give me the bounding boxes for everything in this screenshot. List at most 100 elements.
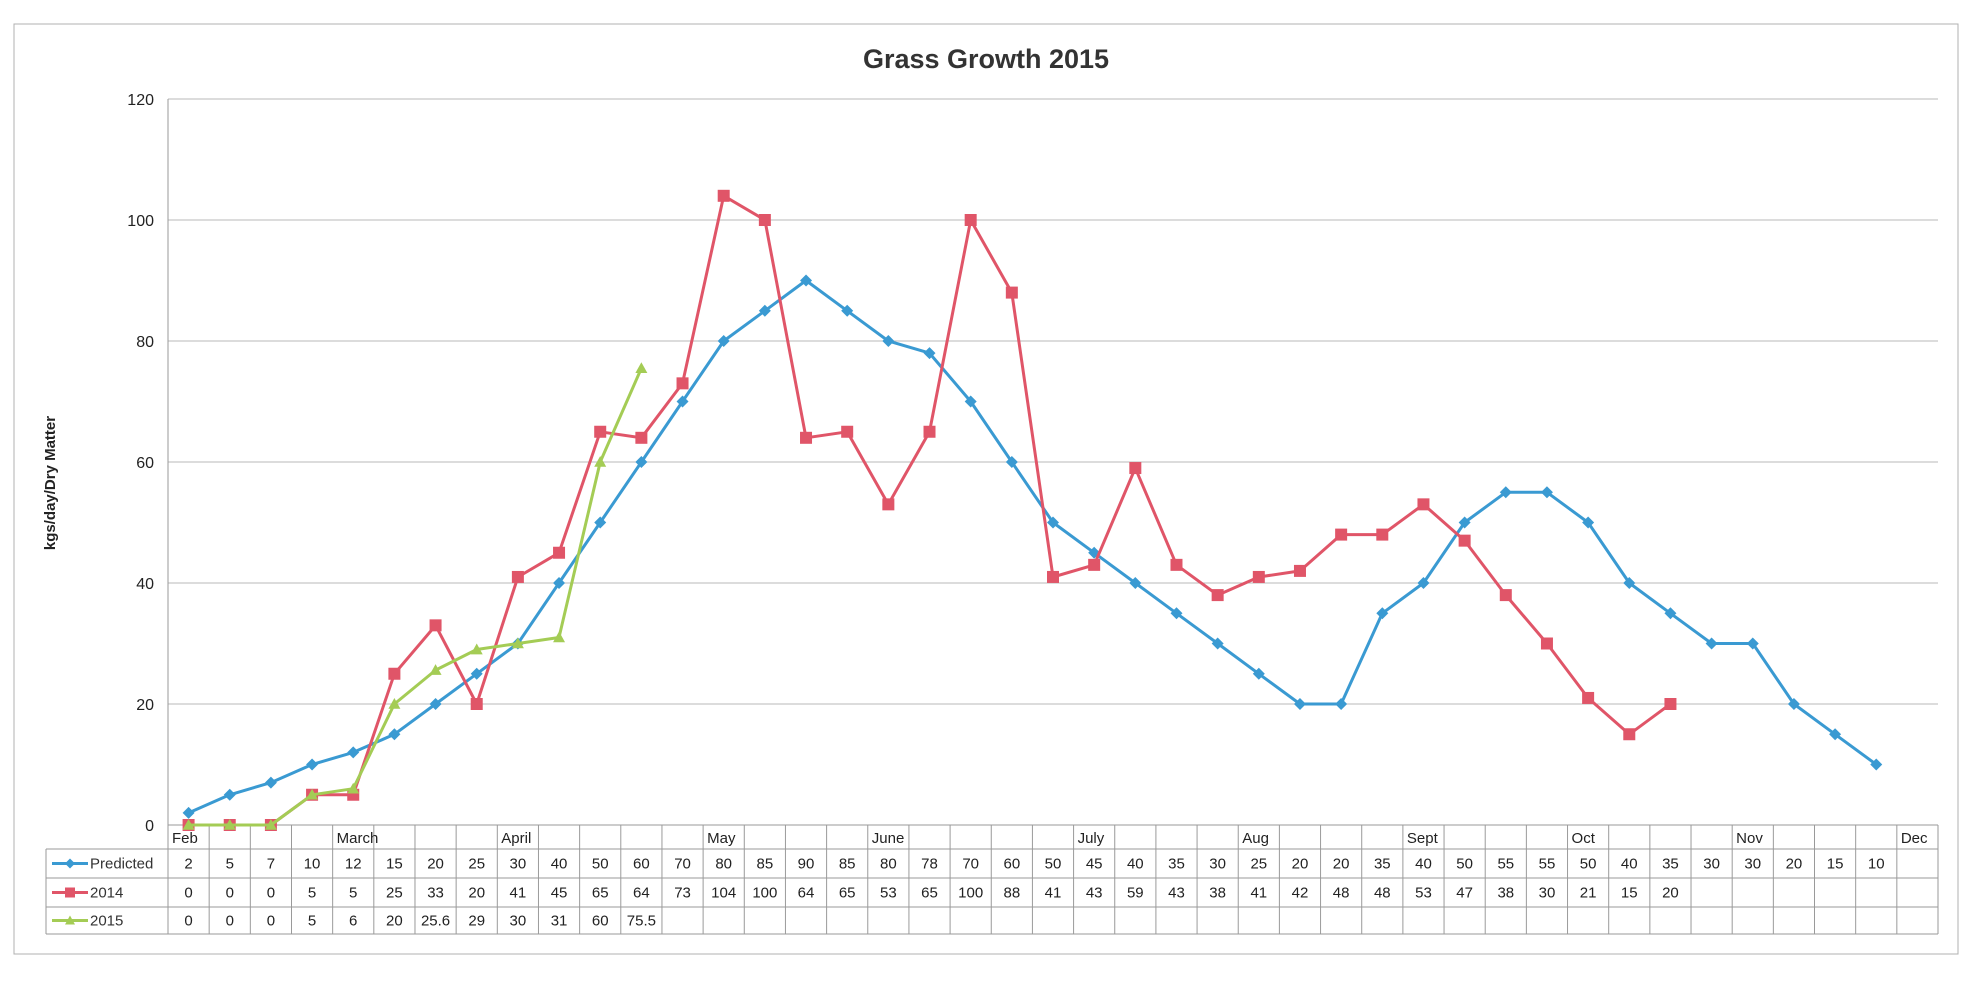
gridlines [167,98,1938,825]
table-cell-value: 29 [468,913,485,930]
data-point [1129,462,1142,475]
data-point [1540,637,1553,650]
data-point [1458,516,1471,529]
data-point [388,728,401,741]
data-point [1829,728,1842,741]
data-point [388,667,401,680]
table-cell-value: 0 [226,913,234,930]
data-point [264,776,277,789]
table-cell-value: 80 [880,856,897,873]
data-point [306,788,319,800]
table-cell-value: 70 [962,856,979,873]
data-point [1705,637,1718,650]
table-cell-value: 53 [880,885,897,902]
data-point [1787,698,1800,710]
data-point [1870,758,1883,771]
table-cell-value: 50 [1456,856,1473,873]
data-point [470,698,483,710]
table-cell-value: 20 [1333,856,1350,873]
table-cell-value: 73 [674,885,691,902]
data-point [1211,589,1224,602]
table-cell-value: 0 [267,913,275,930]
data-point [717,335,730,347]
table-cell-value: 15 [386,856,403,873]
data-point [758,214,771,226]
table-cell-value: 50 [1580,856,1597,873]
table-cell-value: 45 [1086,856,1103,873]
table-cell-value: 25 [468,856,485,873]
table-cell-value: 80 [715,856,732,873]
data-point [841,425,854,438]
month-label: Dec [1901,830,1928,847]
table-cell-value: 33 [427,885,444,902]
data-point [1170,558,1183,571]
y-tick-label: 0 [145,818,154,835]
table-cell-value: 42 [1292,885,1309,902]
data-point [1623,577,1636,589]
table-cell-value: 30 [1744,856,1761,873]
table-cell-value: 64 [633,885,650,902]
data-point [388,698,401,709]
data-point [594,456,607,467]
table-cell-value: 15 [1621,885,1638,902]
data-point [635,362,648,374]
data-point [429,664,442,675]
table-cell-value: 12 [345,856,362,873]
data-point [223,819,236,830]
data-point [347,746,360,759]
table-cell-value: 88 [1003,885,1020,902]
data-point [635,431,648,444]
table-cell-value: 59 [1127,885,1144,902]
data-point [1582,691,1595,704]
table-cell-value: 40 [1415,856,1432,873]
data-point [470,667,483,680]
table-cell-value: 48 [1374,885,1391,902]
month-label: May [707,830,736,847]
month-label: July [1078,830,1105,847]
data-point [1005,286,1018,299]
triangle-marker [65,915,75,925]
data-point [1252,667,1265,680]
data-point [594,516,607,529]
y-axis-label: kgs/day/Dry Matter [42,416,59,550]
data-point [1376,607,1389,620]
table-cell-value: 35 [1374,856,1391,873]
data-point [1499,589,1512,602]
data-point [964,395,977,408]
table-cell-value: 0 [267,885,275,902]
data-point [1047,516,1059,529]
data-point [511,637,524,649]
table-cell-value: 0 [226,885,234,902]
table-cell-value: 7 [267,856,275,873]
table-cell-value: 10 [1868,856,1885,873]
table-cell-value: 30 [1209,856,1226,873]
table-cell-value: 6 [349,913,357,930]
data-point [676,395,689,408]
data-point [841,304,854,317]
data-point [758,304,771,317]
table-cell-value: 100 [958,885,983,902]
data-point [800,274,813,287]
diamond-marker [65,858,75,869]
data-point [1582,516,1595,529]
table-cell-value: 25 [386,885,403,902]
table-cell-value: 100 [752,885,777,902]
table-cell-value: 30 [510,913,527,930]
month-label: March [337,830,379,847]
data-point [306,758,319,771]
data-table: Feb March April May June July Aug Sept Oct Nov Dec… [45,824,1939,935]
series-line [188,367,643,827]
y-tick-label: 40 [136,576,154,593]
table-cell-value: 43 [1086,885,1103,902]
data-point [1623,728,1636,741]
table-cell-value: 104 [711,885,736,902]
chart-frame [13,23,1959,955]
table-cell-value: 64 [798,885,815,902]
data-point [1664,607,1677,620]
table-cell-value: 38 [1209,885,1226,902]
table-cell-value: 0 [184,913,192,930]
table-cell-value: 10 [304,856,321,873]
data-point [429,698,442,710]
table-cell-value: 5 [308,885,316,902]
